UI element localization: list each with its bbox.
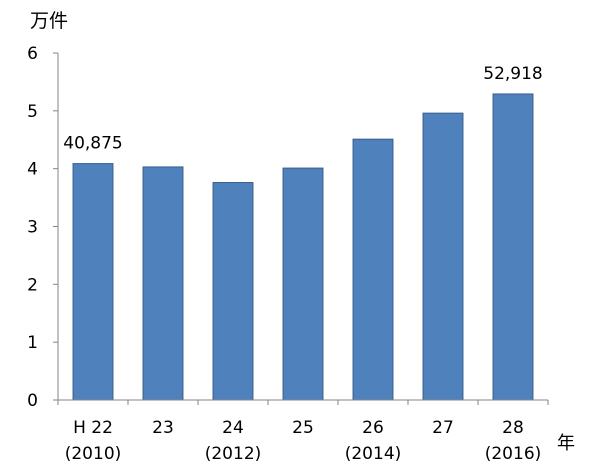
y-axis-ticks: 0 1 2 3 4 5 6 — [27, 44, 58, 411]
x-axis-unit-label: 年 — [557, 433, 575, 454]
x-tick-sublabel: (2016) — [485, 444, 542, 464]
y-tick-label: 5 — [27, 102, 38, 122]
x-tick-label: 23 — [152, 418, 174, 438]
x-tick-label: 24 — [222, 418, 244, 438]
x-tick-label: 27 — [432, 418, 454, 438]
x-axis-ticks: H 22 (2010) 23 24 (2012) 25 26 (2014) 27 28 (2016) — [57, 400, 549, 464]
y-tick-label: 2 — [27, 275, 38, 295]
y-axis-unit-label: 万件 — [30, 10, 68, 32]
bar-2 — [212, 182, 254, 401]
bar-5 — [422, 112, 464, 401]
x-tick-sublabel: (2014) — [345, 444, 402, 464]
y-tick-label: 0 — [27, 391, 38, 411]
x-tick-sublabel: (2010) — [65, 444, 122, 464]
x-tick-label: 26 — [362, 418, 384, 438]
x-tick-sublabel: (2012) — [205, 444, 262, 464]
bar-6 — [492, 93, 534, 401]
bars-layer — [72, 93, 534, 401]
x-tick-label: 28 — [502, 418, 524, 438]
bar-3 — [282, 167, 324, 401]
bar-1 — [142, 166, 184, 401]
x-tick-label: 25 — [292, 418, 314, 438]
bar-0 — [72, 163, 114, 401]
y-tick-label: 1 — [27, 333, 38, 353]
data-label: 40,875 — [63, 134, 122, 154]
y-tick-label: 3 — [27, 218, 38, 238]
y-tick-label: 6 — [27, 44, 38, 64]
data-label: 52,918 — [483, 64, 542, 84]
x-tick-label: H 22 — [73, 418, 113, 438]
y-tick-label: 4 — [27, 160, 38, 180]
bar-4 — [352, 138, 394, 401]
data-labels-layer: 40,875 52,918 — [63, 64, 542, 154]
